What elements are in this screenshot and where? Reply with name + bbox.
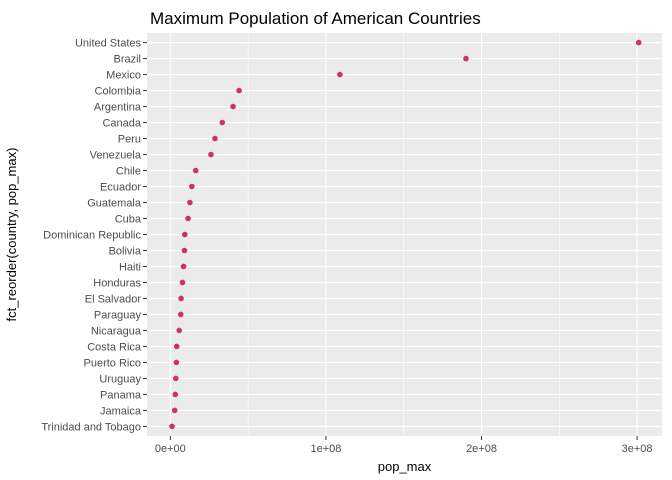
y-tick-label: Canada: [102, 118, 141, 130]
data-point: [635, 39, 642, 46]
y-tick-label: Brazil: [113, 54, 141, 66]
x-axis-ticks: 0e+00 1e+08 2e+08 3e+08: [155, 436, 653, 455]
y-tick-label: Colombia: [95, 86, 142, 98]
y-tick-label: Puerto Rico: [84, 357, 141, 369]
data-point: [219, 119, 226, 126]
y-tick-label: Peru: [118, 134, 141, 146]
data-point: [187, 199, 193, 206]
y-tick-label: Jamaica: [100, 405, 142, 417]
y-tick-label: Nicaragua: [91, 325, 142, 337]
y-tick-label: Costa Rica: [87, 341, 142, 353]
y-tick-label: Cuba: [115, 214, 142, 226]
data-point: [172, 391, 179, 398]
y-tick-label: Paraguay: [94, 309, 142, 321]
data-point: [176, 327, 183, 334]
y-tick-label: Chile: [116, 166, 141, 178]
data-points: [169, 39, 642, 430]
y-tick-label: United States: [75, 38, 142, 50]
data-point: [230, 103, 236, 110]
x-tick-label: 0e+00: [155, 443, 186, 455]
y-tick-label: Ecuador: [100, 182, 141, 194]
x-axis-title: pop_max: [378, 459, 432, 474]
data-point: [185, 215, 191, 222]
y-tick-label: Haiti: [119, 261, 141, 273]
data-point: [178, 295, 184, 302]
y-tick-label: El Salvador: [85, 293, 142, 305]
y-tick-label: Guatemala: [87, 198, 142, 210]
data-point: [179, 279, 186, 286]
y-tick-label: Honduras: [93, 277, 141, 289]
data-point: [172, 375, 179, 382]
data-point: [463, 55, 469, 62]
x-tick-label: 3e+08: [622, 443, 653, 455]
data-point: [171, 407, 178, 414]
data-point: [181, 247, 188, 254]
y-tick-label: Bolivia: [109, 245, 142, 257]
y-axis-title: fct_reorder(country, pop_max): [4, 148, 19, 322]
y-tick-label: Trinidad and Tobago: [41, 421, 141, 433]
major-gridlines: [147, 33, 662, 436]
data-point: [192, 167, 199, 174]
y-tick-label: Argentina: [94, 102, 142, 114]
data-point: [180, 263, 187, 270]
data-point: [208, 151, 214, 158]
data-point: [182, 231, 188, 238]
y-tick-label: Venezuela: [90, 150, 142, 162]
y-tick-label: Dominican Republic: [43, 230, 141, 242]
x-tick-label: 2e+08: [466, 443, 497, 455]
y-tick-label: Mexico: [106, 70, 141, 82]
data-point: [173, 359, 180, 366]
data-point: [173, 343, 180, 350]
data-point: [212, 135, 218, 142]
y-axis-ticks: United States Brazil Mexico Colombia Argenti…: [41, 38, 147, 433]
chart-title: Maximum Population of American Countries: [150, 9, 481, 28]
data-point: [189, 183, 195, 190]
data-point: [236, 87, 242, 94]
x-tick-label: 1e+08: [310, 443, 341, 455]
y-tick-label: Panama: [100, 389, 142, 401]
data-point: [177, 311, 184, 318]
data-point: [337, 71, 343, 78]
data-point: [169, 423, 175, 430]
y-tick-label: Uruguay: [99, 373, 141, 385]
